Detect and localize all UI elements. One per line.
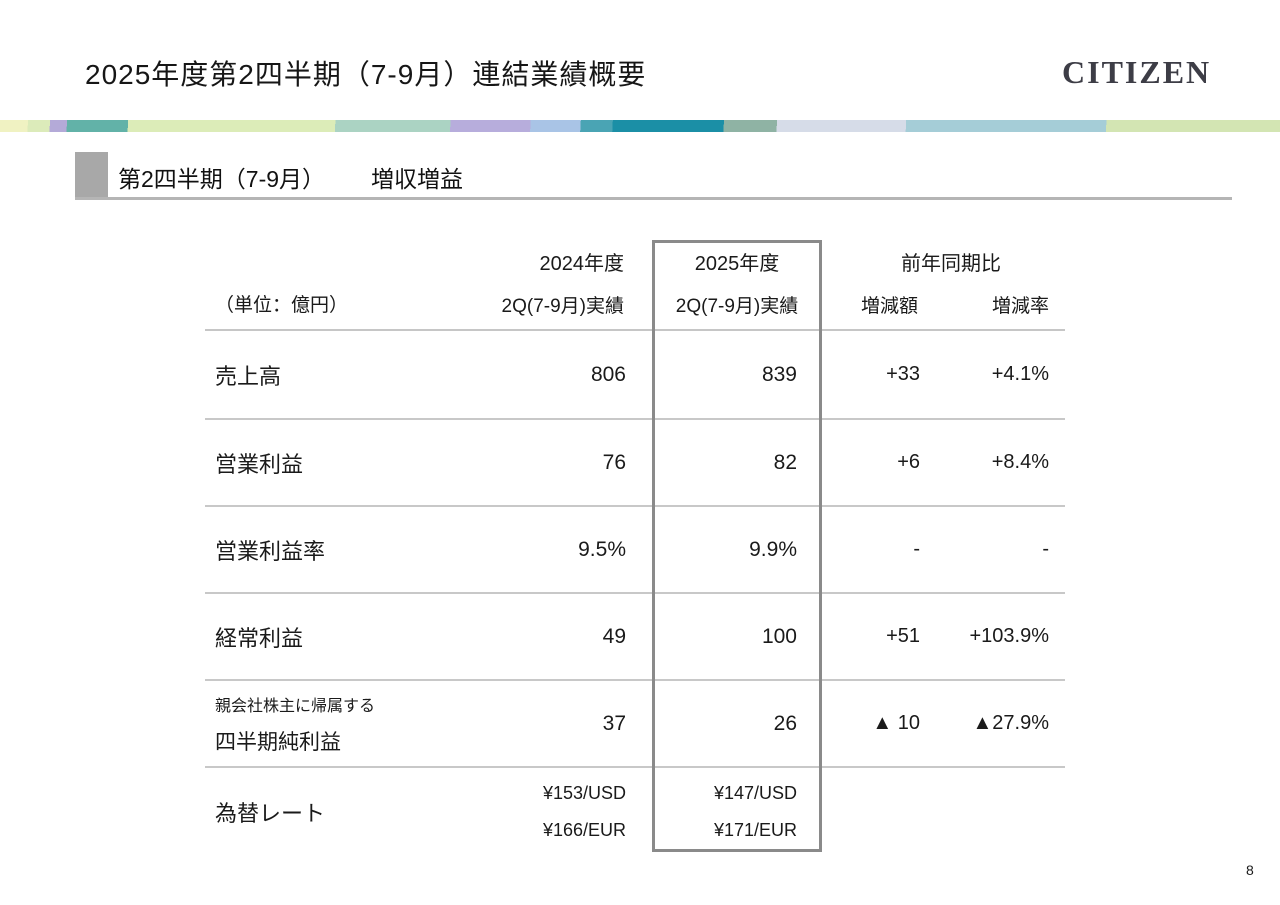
yoy-label: 前年同期比 bbox=[901, 253, 1001, 275]
value-2024: 9.5% bbox=[578, 537, 626, 561]
row-label: 親会社株主に帰属する 四半期純利益 bbox=[205, 692, 455, 756]
page-title: 2025年度第2四半期（7-9月）連結業績概要 bbox=[85, 59, 647, 90]
table-row-ordinary-profit: 経常利益 49 100 +51 +103.9% bbox=[205, 592, 1065, 679]
row-label: 営業利益 bbox=[215, 451, 304, 477]
yoy-rate-label: 増減率 bbox=[991, 296, 1049, 317]
table-row-net-income: 親会社株主に帰属する 四半期純利益 37 26 ▲ 10 ▲27.9% bbox=[205, 679, 1065, 766]
value-2025: 100 bbox=[761, 624, 797, 648]
column-header-2025: 2025年度 2Q(7-9月)実績 bbox=[652, 240, 822, 329]
row-label: 営業利益率 bbox=[215, 538, 326, 564]
column-header-2024-sub: 2Q(7-9月)実績 bbox=[501, 296, 624, 317]
column-header-2024-year: 2024年度 bbox=[539, 253, 625, 275]
value-rate: +8.4% bbox=[991, 451, 1049, 473]
yoy-amount-label: 増減額 bbox=[860, 296, 918, 317]
column-header-yoy: 前年同期比 増減額 増減率 bbox=[837, 240, 1065, 329]
value-diff: - bbox=[913, 538, 920, 560]
decorative-wave-stripe bbox=[0, 120, 1280, 132]
section-heading-summary: 増収増益 bbox=[371, 166, 464, 192]
value-rate: +4.1% bbox=[991, 363, 1049, 385]
table-row-operating-profit: 営業利益 76 82 +6 +8.4% bbox=[205, 418, 1065, 505]
page-number: 8 bbox=[1246, 862, 1254, 878]
value-2025: 82 bbox=[773, 450, 797, 474]
row-label: 売上高 bbox=[215, 363, 282, 389]
fx-2024-eur: ¥166/EUR bbox=[542, 819, 626, 840]
row-label-line2: 四半期純利益 bbox=[215, 730, 341, 754]
row-label: 経常利益 bbox=[215, 625, 304, 651]
spacer bbox=[822, 240, 837, 329]
value-diff: ▲ 10 bbox=[872, 712, 920, 734]
row-label-line1: 親会社株主に帰属する bbox=[215, 697, 376, 715]
column-header-2025-year: 2025年度 bbox=[694, 253, 780, 275]
value-2025-fx: ¥147/USD ¥171/EUR bbox=[652, 783, 822, 841]
row-label: 為替レート bbox=[215, 800, 326, 826]
column-header-2025-sub: 2Q(7-9月)実績 bbox=[675, 296, 799, 317]
value-rate: - bbox=[1042, 538, 1049, 560]
value-rate: ▲27.9% bbox=[972, 712, 1049, 734]
section-heading: 第2四半期（7-9月） 増収増益 bbox=[118, 160, 463, 194]
fx-2024-usd: ¥153/USD bbox=[542, 782, 626, 803]
value-2024: 49 bbox=[602, 624, 626, 648]
value-2025: 9.9% bbox=[749, 537, 797, 561]
fx-2025-eur: ¥171/EUR bbox=[713, 819, 797, 840]
spacer bbox=[630, 240, 652, 329]
value-2024: 806 bbox=[590, 362, 626, 386]
value-rate: +103.9% bbox=[969, 625, 1049, 647]
unit-label: （単位：億円） bbox=[215, 295, 349, 316]
section-underline bbox=[75, 197, 1232, 200]
value-2024-fx: ¥153/USD ¥166/EUR bbox=[455, 783, 630, 841]
results-table: （単位：億円） 2024年度 2Q(7-9月)実績 2025年度 2Q(7-9月… bbox=[205, 240, 1065, 855]
column-header-2024: 2024年度 2Q(7-9月)実績 bbox=[455, 240, 630, 329]
value-2024: 37 bbox=[602, 711, 626, 735]
value-2025: 839 bbox=[761, 362, 797, 386]
value-diff: +51 bbox=[886, 625, 920, 647]
fx-2025-usd: ¥147/USD bbox=[713, 782, 797, 803]
table-row-sales: 売上高 806 839 +33 +4.1% bbox=[205, 331, 1065, 418]
section-heading-period: 第2四半期（7-9月） bbox=[118, 166, 326, 192]
value-2025: 26 bbox=[773, 711, 797, 735]
citizen-logo: CITIZEN bbox=[1062, 54, 1212, 90]
table-header-row: （単位：億円） 2024年度 2Q(7-9月)実績 2025年度 2Q(7-9月… bbox=[205, 240, 1065, 331]
section-marker-square bbox=[75, 152, 108, 198]
table-row-exchange-rate: 為替レート ¥153/USD ¥166/EUR ¥147/USD ¥171/EU… bbox=[205, 766, 1065, 855]
value-diff: +33 bbox=[886, 363, 920, 385]
table-row-operating-margin: 営業利益率 9.5% 9.9% - - bbox=[205, 505, 1065, 592]
value-diff: +6 bbox=[897, 451, 920, 473]
value-2024: 76 bbox=[602, 450, 626, 474]
